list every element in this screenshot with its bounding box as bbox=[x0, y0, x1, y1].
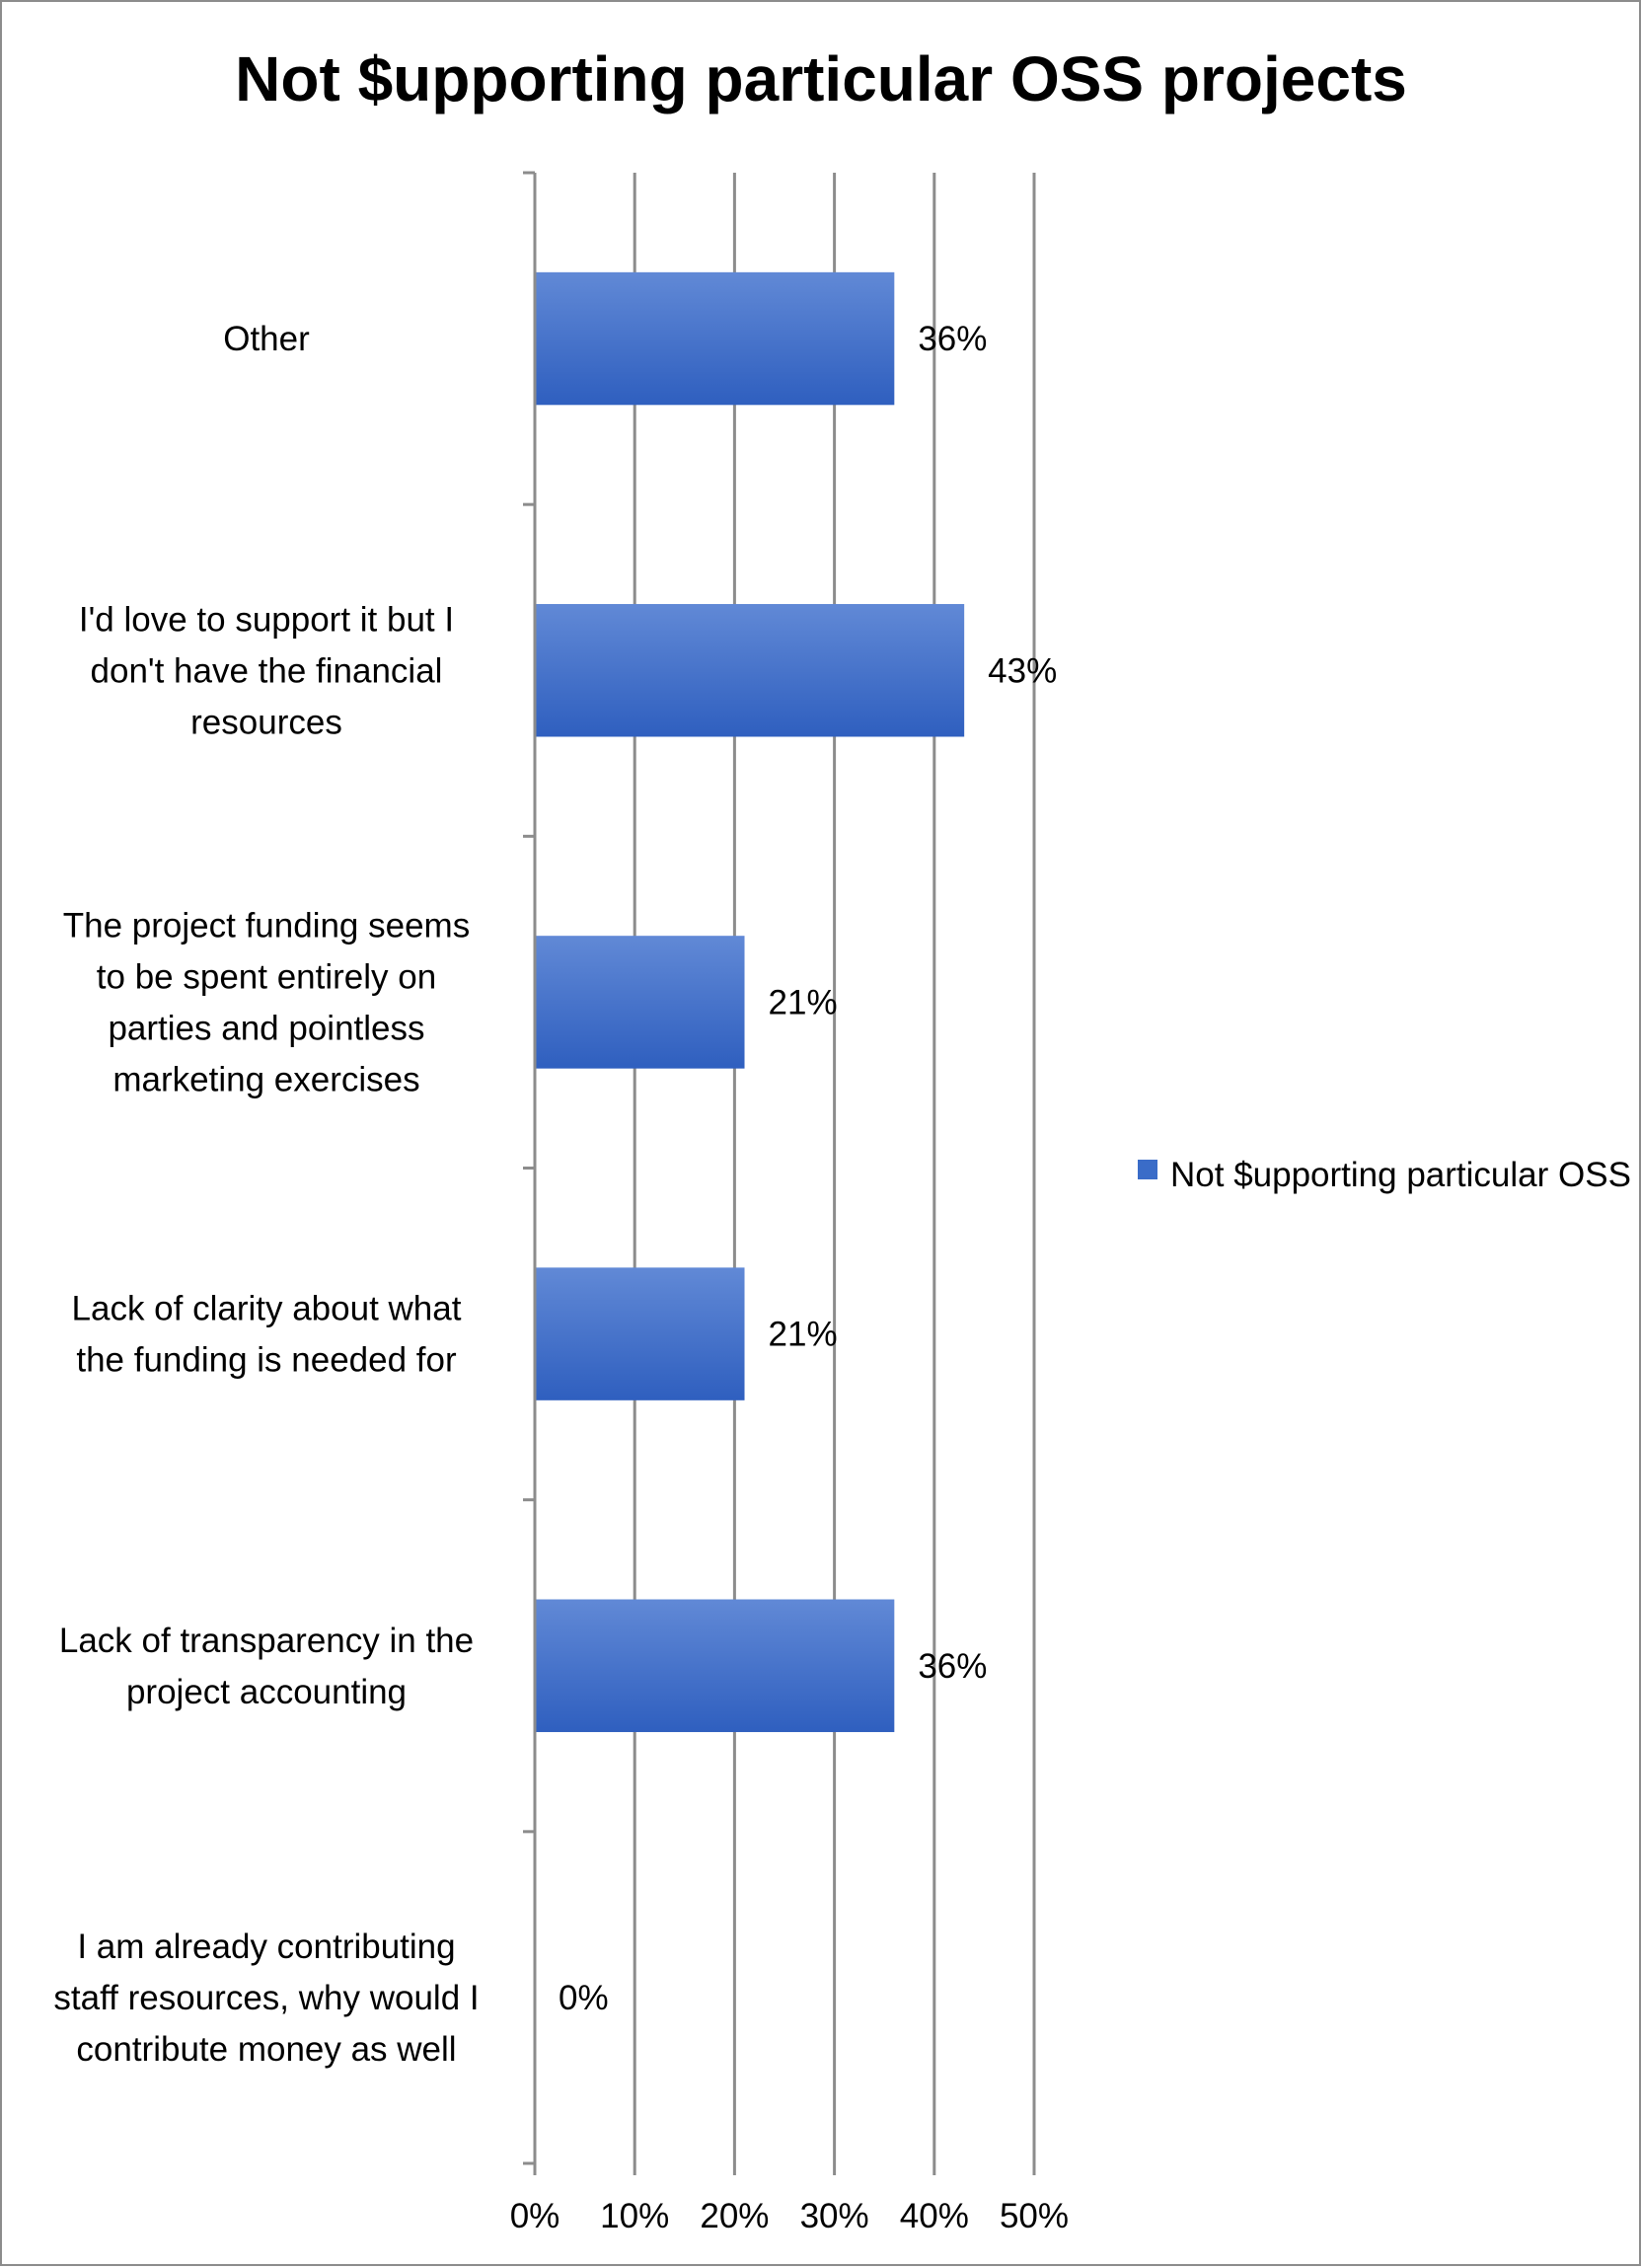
category-label-line: resources bbox=[190, 703, 342, 741]
category-label-line: I am already contributing bbox=[77, 1928, 455, 1966]
category-label-line: don't have the financial bbox=[91, 651, 443, 690]
data-label: 36% bbox=[918, 1647, 987, 1686]
category-label: Lack of clarity about what the funding is… bbox=[72, 1290, 462, 1380]
axes bbox=[523, 171, 1036, 2175]
bars bbox=[536, 271, 965, 1732]
bar bbox=[536, 604, 965, 737]
category-label-line: marketing exercises bbox=[112, 1060, 419, 1098]
x-tick-label: 50% bbox=[1000, 2197, 1069, 2235]
labels: 0% 10% 20% 30% 40% 50% 36% Other 43% I'd love to … bbox=[53, 320, 1069, 2235]
data-label: 43% bbox=[988, 651, 1057, 690]
bar bbox=[536, 1267, 745, 1400]
gridlines bbox=[633, 173, 1036, 2163]
data-label: 0% bbox=[559, 1979, 609, 2017]
category-label-line: the funding is needed for bbox=[76, 1341, 457, 1380]
x-tick-label: 20% bbox=[700, 2197, 769, 2235]
category-label-line: Lack of transparency in the bbox=[59, 1622, 474, 1660]
category-label: The project funding seems to be spent ent… bbox=[63, 906, 470, 1098]
category-label: Lack of transparency in the project accou… bbox=[59, 1622, 474, 1711]
category-label-line: Other bbox=[223, 320, 310, 358]
bar bbox=[536, 271, 895, 406]
x-tick-label: 0% bbox=[510, 2197, 560, 2235]
category-label-line: to be spent entirely on bbox=[97, 957, 436, 996]
chart-title: Not $upporting particular OSS projects bbox=[235, 43, 1407, 114]
category-label-line: parties and pointless bbox=[108, 1009, 424, 1047]
category-label-line: staff resources, why would I bbox=[53, 1979, 479, 2017]
x-tick-label: 40% bbox=[900, 2197, 969, 2235]
data-label: 21% bbox=[769, 983, 838, 1021]
legend-label: Not $upporting particular OSS projects bbox=[1170, 1156, 1641, 1194]
x-tick-label: 30% bbox=[800, 2197, 869, 2235]
category-label-line: project accounting bbox=[126, 1673, 407, 1711]
legend-swatch bbox=[1138, 1160, 1157, 1179]
category-label-line: Lack of clarity about what bbox=[72, 1290, 462, 1328]
category-label-line: I'd love to support it but I bbox=[79, 600, 454, 639]
data-label: 21% bbox=[769, 1316, 838, 1354]
category-label: I'd love to support it but I don't have t… bbox=[79, 600, 454, 741]
category-label-line: contribute money as well bbox=[76, 2030, 456, 2069]
category-label-line: The project funding seems bbox=[63, 906, 470, 945]
bar bbox=[536, 936, 745, 1069]
legend: Not $upporting particular OSS projects bbox=[1138, 1156, 1641, 1194]
category-label: Other bbox=[223, 320, 310, 358]
data-label: 36% bbox=[918, 320, 987, 358]
x-tick-label: 10% bbox=[600, 2197, 669, 2235]
category-label: I am already contributing staff resources… bbox=[53, 1928, 479, 2069]
bar bbox=[536, 1599, 895, 1732]
